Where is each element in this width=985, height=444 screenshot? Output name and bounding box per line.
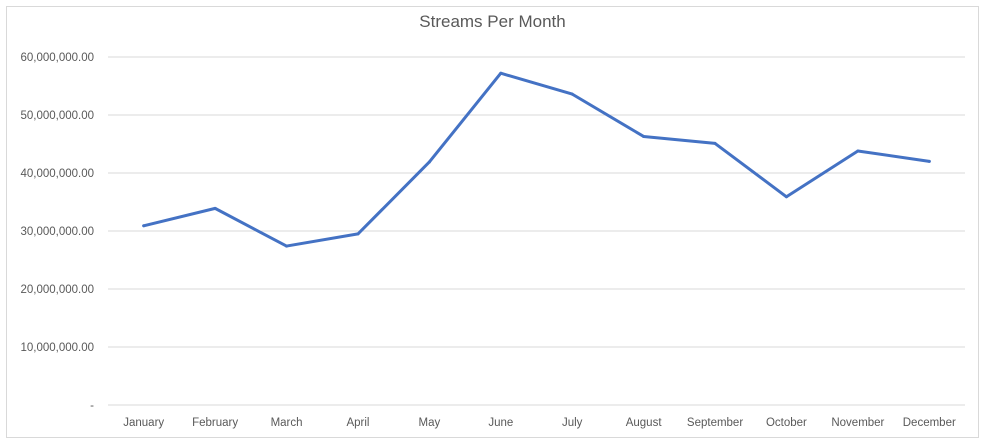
x-tick-label: October: [766, 417, 807, 429]
data-point: [856, 149, 860, 153]
data-point: [142, 224, 146, 228]
y-tick-label: 50,000,000.00: [20, 110, 94, 122]
x-tick-label: May: [419, 417, 441, 429]
y-tick-label: -: [90, 400, 94, 412]
chart-frame: [6, 6, 979, 438]
data-point: [713, 141, 717, 145]
x-tick-label: November: [831, 417, 884, 429]
data-point: [285, 244, 289, 248]
x-axis-tick-labels: January February March April May June July Augu…: [123, 417, 956, 429]
x-tick-label: February: [192, 417, 238, 429]
y-tick-label: 10,000,000.00: [20, 342, 94, 354]
data-point: [642, 134, 646, 138]
data-point: [427, 160, 431, 164]
series-layer: [142, 71, 931, 248]
x-tick-label: July: [562, 417, 583, 429]
data-point: [784, 195, 788, 199]
data-point: [570, 92, 574, 96]
data-point: [356, 232, 360, 236]
chart-title: Streams Per Month: [419, 12, 566, 31]
y-tick-label: 60,000,000.00: [20, 52, 94, 64]
y-tick-label: 30,000,000.00: [20, 226, 94, 238]
x-tick-label: September: [687, 417, 743, 429]
data-point: [499, 71, 503, 75]
x-tick-label: January: [123, 417, 164, 429]
x-tick-label: June: [488, 417, 513, 429]
y-axis-tick-labels: - 10,000,000.00 20,000,000.00 30,000,000.00…: [20, 52, 94, 412]
x-tick-label: August: [626, 417, 663, 429]
x-tick-label: December: [903, 417, 956, 429]
data-point: [213, 206, 217, 210]
y-tick-label: 20,000,000.00: [20, 284, 94, 296]
x-tick-label: March: [271, 417, 303, 429]
data-point: [927, 159, 931, 163]
y-tick-label: 40,000,000.00: [20, 168, 94, 180]
x-tick-label: April: [346, 417, 369, 429]
series-line: [142, 71, 931, 248]
gridlines: [108, 56, 965, 406]
